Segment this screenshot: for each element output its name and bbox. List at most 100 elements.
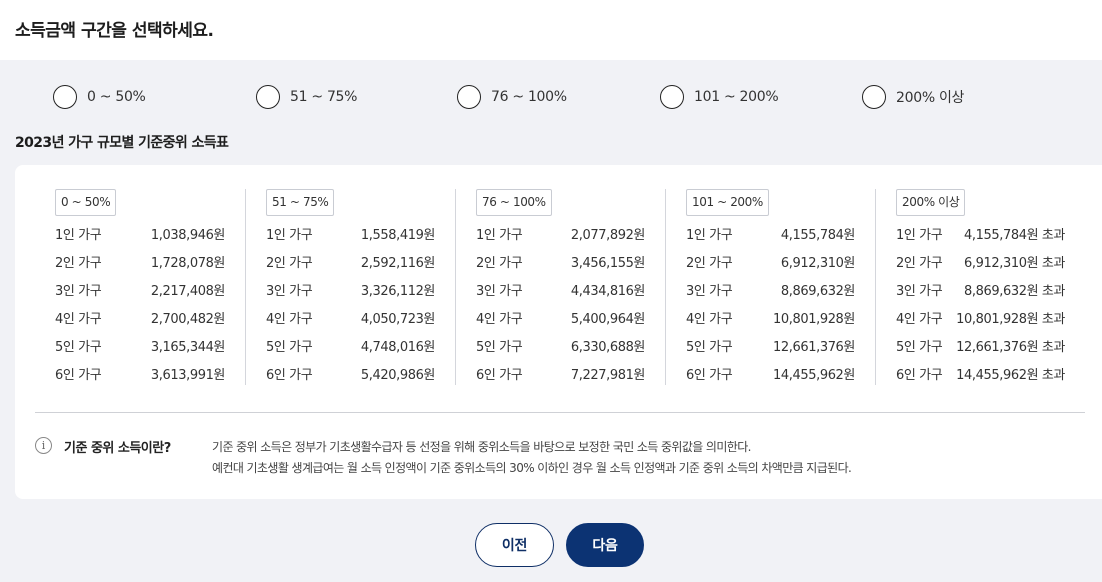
- range-badge: 101 ~ 200%: [686, 189, 769, 216]
- range-badge: 0 ~ 50%: [55, 189, 117, 216]
- table-row: 3인 가구 8,869,632원 초과: [896, 279, 1065, 307]
- household-size: 4인 가구: [55, 312, 102, 327]
- info-line: 예컨대 기초생활 생계급여는 월 소득 인정액이 기준 중위소득의 30% 이하…: [212, 461, 852, 475]
- household-size: 4인 가구: [896, 312, 943, 327]
- household-size: 1인 가구: [896, 228, 943, 243]
- radio-option-76-100[interactable]: 76 ~ 100%: [457, 85, 567, 109]
- info-line: 기준 중위 소득은 정부가 기초생활수급자 등 선정을 위해 중위소득을 바탕으…: [212, 440, 752, 454]
- household-size: 4인 가구: [266, 312, 313, 327]
- household-size: 6인 가구: [686, 368, 733, 383]
- income-amount: 10,801,928원: [773, 312, 855, 327]
- table-row: 3인 가구 3,326,112원: [266, 279, 435, 307]
- range-badge: 51 ~ 75%: [266, 189, 335, 216]
- radio-button[interactable]: [457, 85, 481, 109]
- income-amount: 8,869,632원 초과: [964, 284, 1065, 299]
- radio-button[interactable]: [53, 85, 77, 109]
- table-row: 5인 가구 6,330,688원: [476, 335, 645, 363]
- income-amount: 6,912,310원 초과: [964, 256, 1065, 271]
- income-amount: 14,455,962원 초과: [956, 368, 1065, 383]
- income-amount: 6,912,310원: [780, 256, 856, 271]
- radio-button[interactable]: [862, 85, 886, 109]
- radio-button[interactable]: [660, 85, 684, 109]
- income-amount: 4,748,016원: [360, 340, 436, 355]
- table-row: 6인 가구 3,613,991원: [55, 363, 225, 391]
- household-size: 5인 가구: [266, 340, 313, 355]
- income-column-101-200: 101 ~ 200% 1인 가구 4,155,784원 2인 가구 6,912,31…: [686, 189, 855, 385]
- income-amount: 5,420,986원: [360, 368, 436, 383]
- household-size: 1인 가구: [266, 228, 313, 243]
- page-title: 소득금액 구간을 선택하세요.: [15, 21, 214, 41]
- table-row: 6인 가구 5,420,986원: [266, 363, 435, 391]
- income-amount: 2,217,408원: [150, 284, 226, 299]
- income-amount: 2,592,116원: [360, 256, 436, 271]
- household-size: 5인 가구: [476, 340, 523, 355]
- income-selection-panel: 0 ~ 50% 51 ~ 75% 76 ~ 100% 101 ~ 200% 20…: [0, 60, 1102, 582]
- income-amount: 4,434,816원: [570, 284, 646, 299]
- page-header: 소득금액 구간을 선택하세요.: [0, 0, 1102, 60]
- column-divider: [245, 189, 246, 385]
- income-table-title: 2023년 가구 규모별 기준중위 소득표: [15, 135, 229, 151]
- income-amount: 3,456,155원: [570, 256, 646, 271]
- radio-label: 76 ~ 100%: [491, 89, 567, 105]
- table-row: 2인 가구 2,592,116원: [266, 251, 435, 279]
- prev-button[interactable]: 이전: [475, 523, 554, 567]
- income-amount: 5,400,964원: [570, 312, 646, 327]
- income-amount: 10,801,928원 초과: [956, 312, 1065, 327]
- household-size: 2인 가구: [55, 256, 102, 271]
- income-amount: 6,330,688원: [570, 340, 646, 355]
- column-divider: [875, 189, 876, 385]
- household-size: 5인 가구: [686, 340, 733, 355]
- income-amount: 14,455,962원: [773, 368, 855, 383]
- table-row: 4인 가구 2,700,482원: [55, 307, 225, 335]
- next-button[interactable]: 다음: [566, 523, 644, 567]
- table-row: 5인 가구 12,661,376원: [686, 335, 855, 363]
- column-divider: [455, 189, 456, 385]
- table-row: 2인 가구 6,912,310원 초과: [896, 251, 1065, 279]
- household-size: 3인 가구: [476, 284, 523, 299]
- info-description: 기준 중위 소득은 정부가 기초생활수급자 등 선정을 위해 중위소득을 바탕으…: [212, 437, 852, 479]
- table-row: 2인 가구 6,912,310원: [686, 251, 855, 279]
- table-row: 1인 가구 2,077,892원: [476, 223, 645, 251]
- income-amount: 12,661,376원: [773, 340, 855, 355]
- table-row: 3인 가구 4,434,816원: [476, 279, 645, 307]
- table-row: 5인 가구 12,661,376원 초과: [896, 335, 1065, 363]
- household-size: 6인 가구: [476, 368, 523, 383]
- household-size: 1인 가구: [686, 228, 733, 243]
- table-row: 5인 가구 3,165,344원: [55, 335, 225, 363]
- household-size: 3인 가구: [55, 284, 102, 299]
- income-range-radio-group: 0 ~ 50% 51 ~ 75% 76 ~ 100% 101 ~ 200% 20…: [53, 85, 1093, 109]
- radio-label: 200% 이상: [896, 90, 965, 106]
- household-size: 3인 가구: [266, 284, 313, 299]
- table-row: 4인 가구 10,801,928원: [686, 307, 855, 335]
- table-row: 2인 가구 3,456,155원: [476, 251, 645, 279]
- household-size: 1인 가구: [55, 228, 102, 243]
- income-amount: 3,165,344원: [150, 340, 226, 355]
- radio-option-51-75[interactable]: 51 ~ 75%: [256, 85, 357, 109]
- household-size: 1인 가구: [476, 228, 523, 243]
- household-size: 5인 가구: [896, 340, 943, 355]
- income-amount: 3,613,991원: [150, 368, 226, 383]
- household-size: 2인 가구: [686, 256, 733, 271]
- table-row: 1인 가구 1,038,946원: [55, 223, 225, 251]
- radio-option-101-200[interactable]: 101 ~ 200%: [660, 85, 779, 109]
- table-row: 6인 가구 14,455,962원 초과: [896, 363, 1065, 391]
- household-size: 6인 가구: [896, 368, 943, 383]
- table-row: 1인 가구 4,155,784원: [686, 223, 855, 251]
- household-size: 2인 가구: [266, 256, 313, 271]
- table-row: 5인 가구 4,748,016원: [266, 335, 435, 363]
- household-size: 2인 가구: [476, 256, 523, 271]
- info-heading: 기준 중위 소득이란?: [64, 441, 171, 456]
- table-row: 4인 가구 5,400,964원: [476, 307, 645, 335]
- table-row: 4인 가구 10,801,928원 초과: [896, 307, 1065, 335]
- income-amount: 7,227,981원: [570, 368, 646, 383]
- radio-label: 101 ~ 200%: [694, 89, 779, 105]
- table-row: 1인 가구 1,558,419원: [266, 223, 435, 251]
- income-column-51-75: 51 ~ 75% 1인 가구 1,558,419원 2인 가구 2,592,116원…: [266, 189, 435, 385]
- table-row: 2인 가구 1,728,078원: [55, 251, 225, 279]
- income-table-card: 0 ~ 50% 1인 가구 1,038,946원 2인 가구 1,728,078원 …: [15, 165, 1102, 499]
- radio-option-200-plus[interactable]: 200% 이상: [862, 85, 964, 109]
- radio-button[interactable]: [256, 85, 280, 109]
- household-size: 6인 가구: [55, 368, 102, 383]
- radio-option-0-50[interactable]: 0 ~ 50%: [53, 85, 146, 109]
- range-badge: 200% 이상: [896, 189, 966, 216]
